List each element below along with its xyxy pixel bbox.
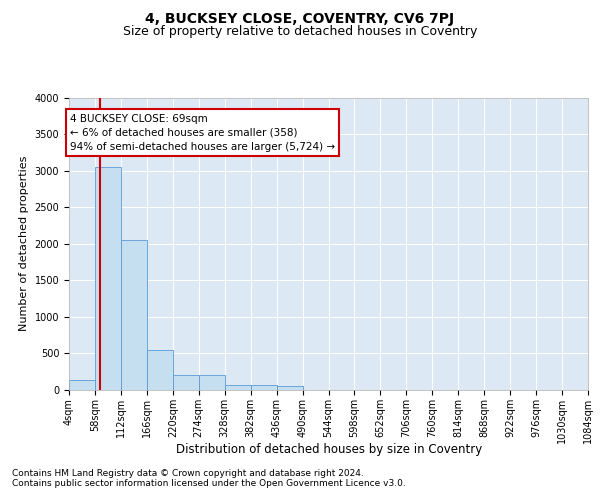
Text: Size of property relative to detached houses in Coventry: Size of property relative to detached ho… bbox=[123, 25, 477, 38]
Bar bbox=[251, 384, 277, 390]
Bar bbox=[69, 380, 95, 390]
Y-axis label: Number of detached properties: Number of detached properties bbox=[19, 156, 29, 332]
Bar bbox=[199, 376, 224, 390]
Text: Contains public sector information licensed under the Open Government Licence v3: Contains public sector information licen… bbox=[12, 479, 406, 488]
Bar bbox=[95, 167, 121, 390]
Text: Distribution of detached houses by size in Coventry: Distribution of detached houses by size … bbox=[176, 442, 482, 456]
Text: Contains HM Land Registry data © Crown copyright and database right 2024.: Contains HM Land Registry data © Crown c… bbox=[12, 469, 364, 478]
Bar bbox=[173, 376, 199, 390]
Bar bbox=[147, 350, 173, 390]
Text: 4 BUCKSEY CLOSE: 69sqm
← 6% of detached houses are smaller (358)
94% of semi-det: 4 BUCKSEY CLOSE: 69sqm ← 6% of detached … bbox=[70, 114, 335, 152]
Bar bbox=[121, 240, 147, 390]
Text: 4, BUCKSEY CLOSE, COVENTRY, CV6 7PJ: 4, BUCKSEY CLOSE, COVENTRY, CV6 7PJ bbox=[145, 12, 455, 26]
Bar bbox=[225, 384, 251, 390]
Bar bbox=[277, 386, 302, 390]
